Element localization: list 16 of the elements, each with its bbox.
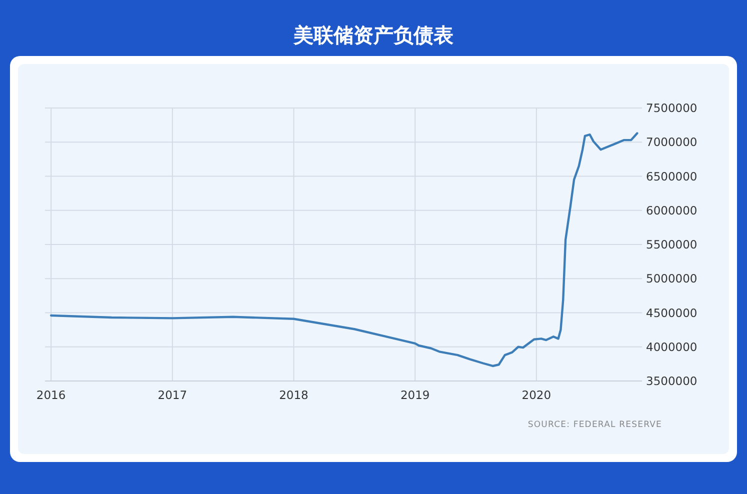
y-tick-label: 3500000	[646, 374, 698, 388]
x-tick-label: 2019	[400, 388, 430, 402]
y-tick-label: 5500000	[646, 238, 698, 252]
x-tick-label: 2017	[158, 388, 188, 402]
y-tick-label: 7000000	[646, 135, 698, 150]
y-tick-label: 7500000	[646, 101, 698, 115]
y-tick-label: 6000000	[646, 203, 698, 218]
source-note: SOURCE: FEDERAL RESERVE	[528, 420, 662, 430]
title: 美联储资产负债表	[294, 23, 454, 47]
x-tick-label: 2016	[36, 388, 66, 402]
y-tick-label: 6500000	[646, 169, 698, 184]
y-tick-label: 5000000	[646, 272, 698, 286]
x-tick-label: 2020	[522, 388, 552, 402]
y-tick-label: 4500000	[646, 306, 698, 320]
x-tick-label: 2018	[279, 388, 308, 402]
y-tick-label: 4000000	[646, 340, 698, 354]
